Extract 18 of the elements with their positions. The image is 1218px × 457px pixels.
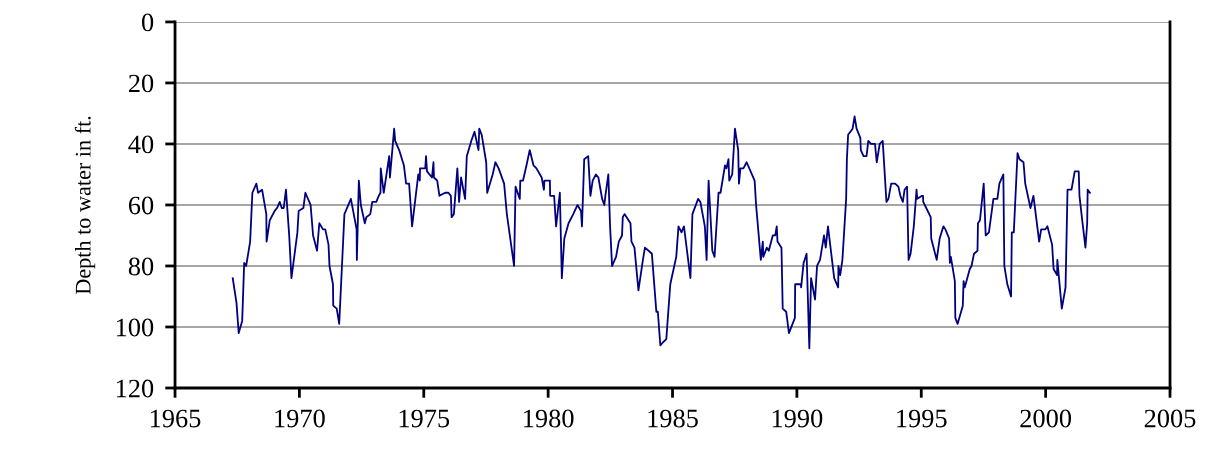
x-tick-label: 1965 <box>150 409 201 428</box>
x-tick-label: 1995 <box>897 409 947 428</box>
x-tick-label: 1985 <box>648 409 698 428</box>
line-series <box>231 115 1091 350</box>
y-tick-label: 40 <box>128 135 154 154</box>
y-tick-label: 0 <box>142 13 154 32</box>
y-tick-label: 60 <box>128 196 154 215</box>
x-tick-label: 1975 <box>399 409 450 428</box>
y-tick-label: 20 <box>128 74 154 93</box>
y-tick-label: 100 <box>116 318 154 337</box>
y-tick-label: 80 <box>128 257 154 276</box>
y-tick-label: 120 <box>116 379 154 398</box>
x-tick-label: 2000 <box>1020 409 1072 428</box>
x-tick-label: 2005 <box>1144 409 1196 428</box>
x-tick-label: 1980 <box>524 409 574 428</box>
x-tick-label: 1990 <box>772 409 823 428</box>
y-axis-title: Depth to water in ft. <box>74 116 96 295</box>
x-tick-label: 1970 <box>275 409 325 428</box>
